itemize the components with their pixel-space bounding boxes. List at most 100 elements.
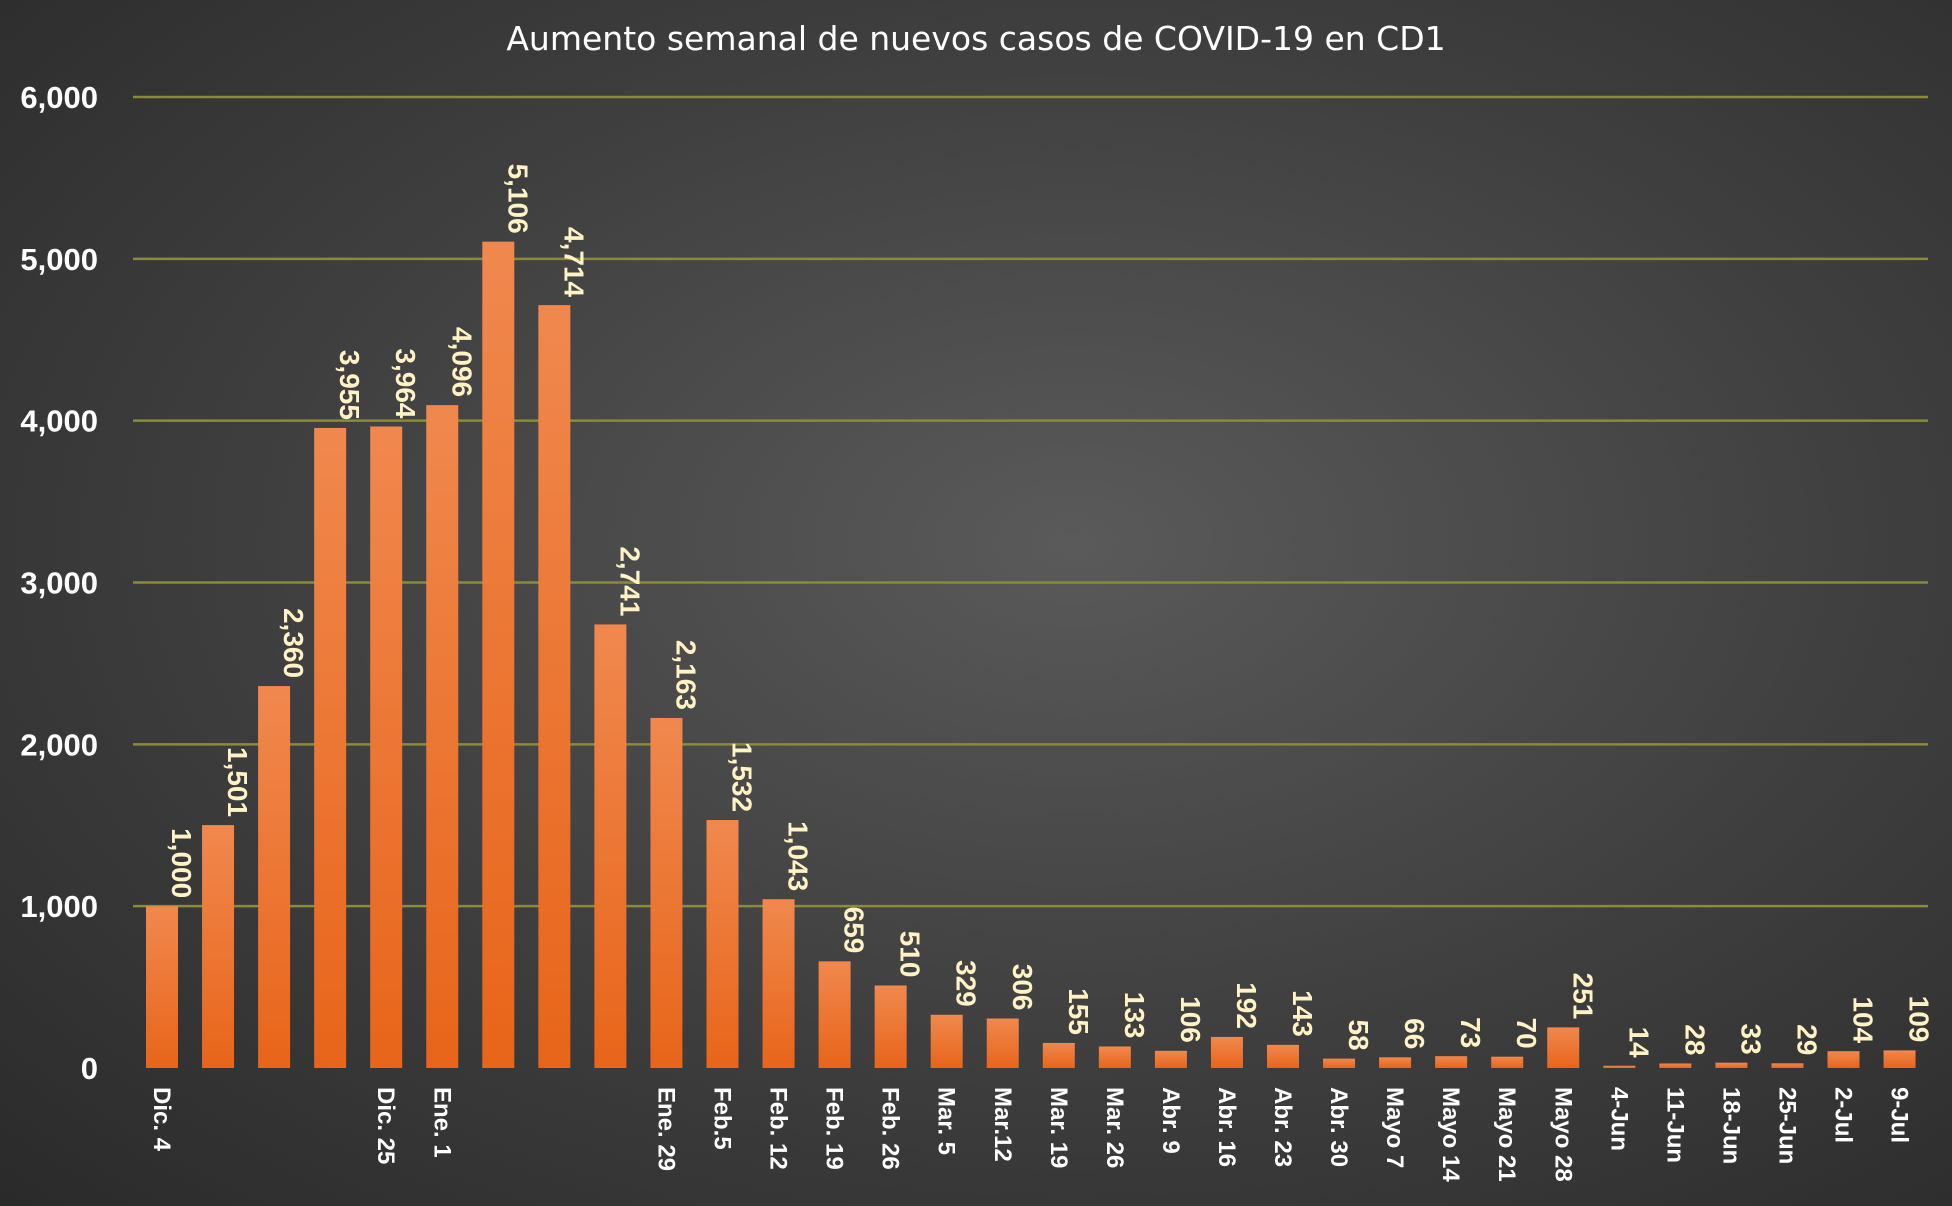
x-tick-label: 18-Jun (1717, 1087, 1744, 1164)
data-label: 4,096 (446, 327, 477, 397)
data-label: 1,000 (166, 828, 197, 898)
bar (818, 961, 851, 1068)
data-label: 70 (1511, 1018, 1542, 1049)
y-axis: 0 1,000 2,000 3,000 4,000 5,000 6,000 (20, 80, 98, 1086)
bar (1491, 1056, 1524, 1068)
x-tick-label: Feb. 19 (821, 1087, 848, 1170)
data-label: 1,532 (727, 742, 758, 812)
data-label: 133 (1119, 992, 1150, 1039)
data-label: 3,964 (390, 348, 421, 418)
bar (538, 305, 571, 1068)
y-tick-label: 4,000 (20, 404, 98, 439)
data-label: 73 (1455, 1017, 1486, 1048)
x-tick-label: Feb.5 (709, 1087, 736, 1150)
bar (1210, 1036, 1243, 1068)
data-label: 66 (1399, 1018, 1430, 1049)
bar (314, 427, 347, 1068)
bar (426, 405, 459, 1068)
bar (1659, 1063, 1692, 1068)
gridlines (133, 95, 1928, 908)
bar (874, 985, 907, 1068)
bars (146, 241, 1916, 1068)
x-tick-label: Abr. 30 (1325, 1087, 1352, 1167)
bar (986, 1018, 1019, 1068)
data-label: 155 (1063, 988, 1094, 1035)
x-tick-label: Abr. 23 (1269, 1087, 1296, 1167)
data-label: 2,360 (278, 608, 309, 678)
data-label: 5,106 (502, 164, 533, 234)
data-label: 14 (1623, 1027, 1654, 1059)
bar (762, 899, 795, 1068)
bar (1379, 1057, 1412, 1068)
bar (1603, 1065, 1636, 1068)
x-tick-label: Ene. 29 (652, 1087, 679, 1171)
data-label: 109 (1904, 996, 1935, 1043)
data-label: 251 (1567, 973, 1598, 1020)
bar (650, 717, 683, 1068)
data-label: 192 (1231, 982, 1262, 1029)
x-tick-label: Abr. 9 (1157, 1087, 1184, 1154)
bar (1883, 1050, 1916, 1068)
x-tick-label: 11-Jun (1661, 1087, 1688, 1163)
bar (1098, 1046, 1131, 1068)
data-label: 510 (895, 931, 926, 978)
bar (482, 241, 515, 1068)
x-tick-label: Mar. 26 (1101, 1087, 1128, 1168)
y-tick-label: 2,000 (20, 727, 98, 762)
y-tick-label: 0 (81, 1051, 98, 1086)
bar (1154, 1050, 1187, 1068)
data-labels: 1,000 1,501 2,360 3,955 3,964 4,096 5,106 4,714… (166, 164, 1935, 1059)
y-tick-label: 6,000 (20, 80, 98, 115)
data-label: 1,501 (222, 747, 253, 817)
bar (706, 820, 739, 1068)
data-label: 1,043 (783, 821, 814, 891)
bar (1435, 1056, 1468, 1068)
bar (1771, 1063, 1804, 1068)
data-label: 104 (1848, 996, 1879, 1043)
bar (1547, 1027, 1580, 1068)
x-tick-label: Mayo 28 (1549, 1087, 1576, 1182)
x-tick-label: Mayo 21 (1493, 1087, 1520, 1182)
x-tick-label: Dic. 25 (372, 1087, 399, 1164)
data-label: 329 (951, 960, 982, 1007)
chart-title: Aumento semanal de nuevos casos de COVID… (506, 19, 1445, 58)
x-tick-label: Feb. 12 (765, 1087, 792, 1170)
data-label: 106 (1175, 996, 1206, 1043)
x-tick-label: Mar.12 (989, 1087, 1016, 1162)
bar (594, 624, 627, 1068)
y-tick-label: 1,000 (20, 889, 98, 924)
bar (146, 906, 178, 1068)
x-axis: Dic. 4 Dic. 25 Ene. 1 Ene. 29 Feb.5 Feb. 12 Fe… (148, 1087, 1913, 1182)
x-tick-label: Mar. 5 (933, 1087, 960, 1155)
x-tick-label: 2-Jul (1830, 1087, 1857, 1143)
data-label: 3,955 (334, 350, 365, 420)
y-tick-label: 5,000 (20, 242, 98, 277)
bar (1267, 1044, 1299, 1068)
x-tick-label: Mayo 14 (1437, 1087, 1464, 1182)
bar (1042, 1042, 1075, 1068)
data-label: 2,741 (614, 546, 645, 616)
data-label: 659 (839, 907, 870, 954)
x-tick-label: Ene. 1 (428, 1087, 455, 1158)
x-tick-label: 4-Jun (1605, 1087, 1632, 1151)
x-tick-label: Feb. 26 (877, 1087, 904, 1170)
x-tick-label: 25-Jun (1773, 1087, 1800, 1164)
data-label: 4,714 (558, 227, 589, 297)
bar (930, 1014, 963, 1068)
data-label: 33 (1735, 1024, 1766, 1055)
data-label: 58 (1343, 1019, 1374, 1050)
bar (258, 686, 291, 1068)
x-tick-label: Mar. 19 (1045, 1087, 1072, 1168)
bar (202, 825, 235, 1068)
data-label: 143 (1287, 990, 1318, 1037)
x-tick-label: Abr. 16 (1213, 1087, 1240, 1167)
bar (1715, 1062, 1748, 1068)
data-label: 306 (1007, 964, 1038, 1011)
data-label: 29 (1791, 1024, 1822, 1055)
y-tick-label: 3,000 (20, 566, 98, 601)
data-label: 2,163 (670, 640, 701, 710)
bar (1323, 1058, 1356, 1068)
x-tick-label: 9-Jul (1886, 1087, 1913, 1143)
x-tick-label: Mayo 7 (1381, 1087, 1408, 1168)
